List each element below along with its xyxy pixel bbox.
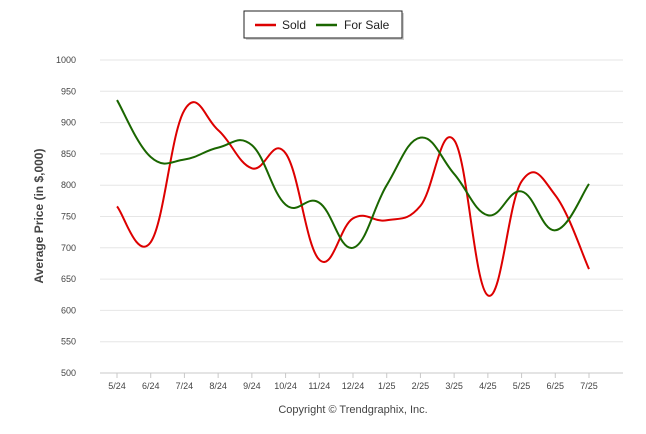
legend[interactable]: Sold For Sale	[243, 10, 404, 40]
x-tick-label: 11/24	[308, 381, 330, 391]
x-tick-label: 7/24	[176, 381, 194, 391]
x-tick-label: 1/25	[378, 381, 396, 391]
x-tick-label: 5/24	[108, 381, 126, 391]
legend-label-sold[interactable]: Sold	[282, 18, 306, 32]
x-tick-label: 4/25	[479, 381, 497, 391]
y-tick-label: 850	[61, 149, 76, 159]
x-tick-label: 6/25	[547, 381, 565, 391]
copyright-credit: Copyright © Trendgraphix, Inc.	[278, 404, 427, 416]
y-tick-label: 650	[61, 274, 76, 284]
y-axis-label: Average Price (in $,000)	[32, 149, 46, 284]
x-tick-label: 10/24	[274, 381, 297, 391]
y-tick-label: 550	[61, 337, 76, 347]
x-tick-label: 5/25	[513, 381, 531, 391]
x-tick-label: 12/24	[342, 381, 365, 391]
y-tick-label: 800	[61, 180, 76, 190]
y-tick-label: 950	[61, 86, 76, 96]
y-tick-label: 900	[61, 118, 76, 128]
x-tick-label: 3/25	[445, 381, 463, 391]
x-tick-label: 8/24	[209, 381, 227, 391]
y-axis: 500 550 600 650 700 750 800 850 900 950 1000	[56, 55, 76, 378]
y-tick-label: 750	[61, 212, 76, 222]
legend-label-for-sale[interactable]: For Sale	[344, 18, 390, 32]
y-tick-label: 500	[61, 368, 76, 378]
x-tick-label: 9/24	[243, 381, 261, 391]
x-axis: 5/24 6/24 7/24 8/24 9/24 10/24 11/24 12/24 1/25 2…	[108, 373, 598, 391]
y-tick-label: 700	[61, 243, 76, 253]
y-tick-label: 600	[61, 305, 76, 315]
x-tick-label: 7/25	[580, 381, 598, 391]
series-line-for-sale[interactable]	[116, 99, 590, 249]
series-lines	[116, 99, 590, 297]
x-tick-label: 6/24	[142, 381, 160, 391]
series-line-sold[interactable]	[116, 101, 590, 297]
x-tick-label: 2/25	[412, 381, 430, 391]
y-tick-label: 1000	[56, 55, 76, 65]
